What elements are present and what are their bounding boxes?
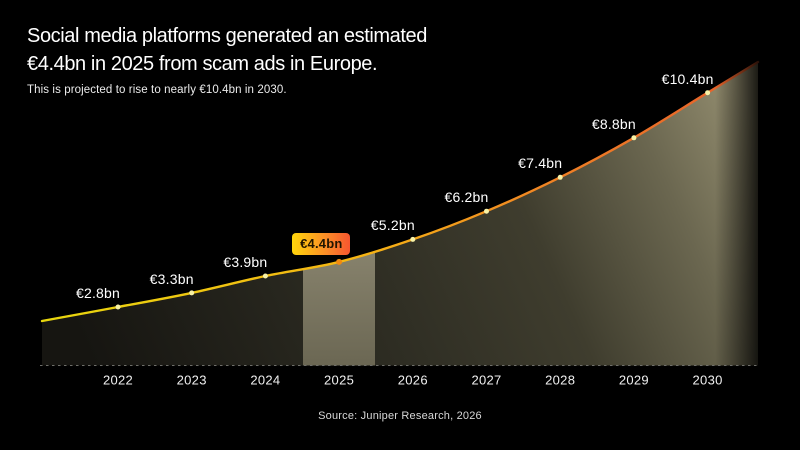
data-point: [410, 236, 416, 242]
data-point: [557, 174, 563, 180]
data-point-highlight: [336, 258, 343, 265]
area-fill: [42, 62, 758, 366]
value-label: €8.8bn: [591, 115, 636, 132]
chart-title-line2: €4.4bn in 2025 from scam ads in Europe.: [27, 53, 378, 75]
chart-subtitle: This is projected to rise to nearly €10.…: [27, 84, 287, 96]
x-axis-label: 2028: [545, 372, 576, 388]
value-label: €3.9bn: [223, 254, 268, 270]
x-axis-label: 2027: [471, 372, 502, 388]
x-axis-label: 2026: [397, 372, 428, 388]
value-label: €2.8bn: [75, 285, 121, 301]
x-axis-label: 2024: [250, 372, 281, 388]
value-label: €7.4bn: [518, 155, 563, 172]
value-label: €10.4bn: [661, 70, 714, 87]
highlight-value-badge: €4.4bn: [292, 232, 351, 255]
source-credit: Source: Juniper Research, 2026: [318, 410, 482, 422]
value-label: €3.3bn: [149, 270, 194, 287]
data-point: [115, 304, 121, 310]
right-edge-fade: [706, 0, 768, 368]
data-points: [115, 90, 711, 310]
x-axis-label: 2029: [618, 372, 649, 388]
data-point: [631, 135, 637, 141]
data-point: [484, 208, 489, 214]
x-axis-label: 2030: [692, 372, 723, 388]
x-axis-label: 2025: [324, 372, 355, 388]
data-point: [189, 290, 195, 296]
x-axis-label: 2022: [102, 372, 134, 388]
value-label: €6.2bn: [444, 189, 489, 206]
value-label: €5.2bn: [370, 217, 415, 234]
chart-title-line1: Social media platforms generated an esti…: [27, 25, 428, 47]
x-axis-label: 2023: [176, 372, 207, 388]
data-point: [262, 273, 268, 279]
chart-title: Social media platforms generated an esti…: [27, 22, 427, 78]
